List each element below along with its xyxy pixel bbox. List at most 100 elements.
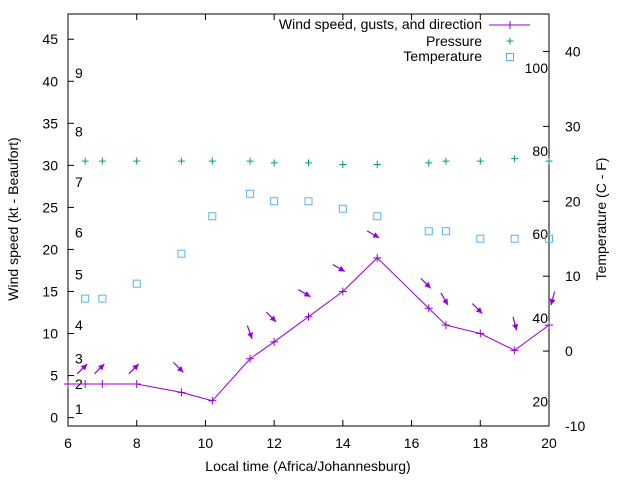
fahrenheit-label: 80 — [532, 143, 548, 159]
y2-tick-label: 10 — [565, 268, 581, 284]
wind-direction-arrow-head — [512, 323, 518, 331]
wind-direction-arrow — [94, 363, 105, 375]
wind-speed-point — [246, 354, 255, 363]
y-tick-label: 25 — [42, 199, 58, 215]
wind-speed-point — [270, 337, 279, 346]
y-tick-label: 35 — [42, 115, 58, 131]
wind-direction-arrow-head — [372, 232, 380, 238]
temperature-point — [132, 279, 141, 288]
legend-label-wind: Wind speed, gusts, and direction — [279, 16, 482, 32]
wind-direction-arrow-head — [269, 315, 277, 322]
beaufort-label: 1 — [75, 401, 83, 417]
x-tick-label: 18 — [472, 435, 488, 451]
x-tick-label: 14 — [335, 435, 351, 451]
wind-speed-line — [68, 257, 550, 402]
wind-speed-point — [338, 287, 347, 296]
beaufort-label: 4 — [75, 317, 83, 333]
plot-frame — [67, 13, 550, 427]
wind-direction-arrow — [549, 291, 556, 306]
pressure-point — [339, 161, 347, 169]
temperature-point — [545, 234, 553, 243]
wind-direction-arrow-head — [549, 298, 556, 306]
wind-speed-point — [64, 379, 72, 388]
wind-speed-point — [424, 304, 433, 313]
y-tick-label: 10 — [42, 326, 58, 342]
wind-speed-point — [132, 379, 141, 388]
wind-direction-arrow-head — [80, 363, 88, 371]
temperature-point — [441, 227, 450, 236]
plot-frame-layer — [67, 13, 550, 427]
wind-direction-arrow-head — [97, 363, 105, 371]
legend: Wind speed, gusts, and direction Pressur… — [279, 16, 530, 64]
wind-speed-point — [81, 379, 90, 388]
beaufort-label: 9 — [75, 65, 83, 81]
y-tick-label: 5 — [50, 368, 58, 384]
wind-direction-arrow-head — [177, 366, 184, 373]
temperature-point — [373, 212, 382, 221]
y-tick-label: 30 — [42, 157, 58, 173]
y-tick-label: 0 — [50, 410, 58, 426]
wind-speed-point — [304, 312, 313, 321]
wind-speed-point — [208, 396, 217, 405]
wind-direction-arrow-head — [475, 307, 483, 314]
pressure-point — [442, 157, 450, 165]
y-axis-label: Wind speed (kt - Beaufort) — [5, 137, 21, 300]
wind-direction-arrow — [246, 325, 253, 339]
beaufort-label: 6 — [75, 225, 83, 241]
temperature-point — [177, 249, 186, 258]
legend-marker-pressure — [506, 37, 514, 45]
wind-direction-arrow — [471, 303, 483, 314]
pressure-point — [305, 159, 312, 167]
pressure-point — [373, 161, 381, 169]
wind-direction-arrow-head — [338, 265, 345, 272]
wind-direction-arrow-head — [247, 332, 253, 339]
wind-speed-point — [373, 253, 382, 262]
fahrenheit-label: 20 — [532, 393, 548, 409]
wind-direction-arrow — [298, 289, 311, 298]
y2-tick-label: 30 — [565, 118, 581, 134]
pressure-point — [270, 159, 278, 167]
y2-tick-label: 0 — [565, 343, 573, 359]
pressure-point — [81, 157, 89, 165]
x-tick-label: 16 — [404, 435, 420, 451]
wind-speed-point — [476, 329, 485, 338]
temperature-point — [208, 212, 217, 221]
y2-tick-label: -10 — [565, 418, 585, 434]
y-tick-label: 15 — [42, 283, 58, 299]
wind-direction-arrow-head — [303, 291, 311, 297]
wind-speed-point — [510, 346, 519, 355]
wind-direction-arrow-head — [132, 363, 139, 371]
pressure-point — [98, 157, 106, 165]
x-tick-label: 10 — [198, 435, 214, 451]
temperature-point — [270, 197, 279, 206]
temperature-point — [304, 197, 313, 206]
y2-axis-label: Temperature (C - F) — [593, 158, 609, 281]
pressure-point — [425, 159, 433, 167]
wind-direction-arrow — [173, 362, 184, 373]
wind-speed-point — [177, 388, 186, 397]
wind-direction-arrow — [366, 230, 380, 239]
x-tick-label: 6 — [64, 435, 72, 451]
x-tick-label: 20 — [541, 435, 557, 451]
fahrenheit-label: 40 — [532, 310, 548, 326]
legend-label-temperature: Temperature — [403, 48, 482, 64]
pressure-point — [246, 157, 254, 165]
fahrenheit-label: 60 — [532, 226, 548, 242]
wind-direction-arrow — [512, 316, 518, 331]
y-tick-label: 40 — [42, 73, 58, 89]
temperature-point — [338, 204, 347, 213]
pressure-point — [545, 157, 553, 165]
fahrenheit-label: 100 — [525, 60, 549, 76]
wind-speed-point — [98, 379, 107, 388]
legend-marker-temperature — [506, 53, 514, 61]
y2-tick-label: 40 — [565, 43, 581, 59]
x-tick-label: 8 — [133, 435, 141, 451]
temperature-point — [424, 227, 433, 236]
tick-label-layer: 6 8 10 12 14 16 18 20051015202530354045-1001020… — [42, 31, 585, 451]
temperature-point — [98, 294, 107, 303]
pressure-point — [511, 155, 519, 163]
wind-direction-arrow — [420, 277, 432, 289]
temperature-point — [246, 189, 255, 198]
x-tick-label: 12 — [266, 435, 282, 451]
